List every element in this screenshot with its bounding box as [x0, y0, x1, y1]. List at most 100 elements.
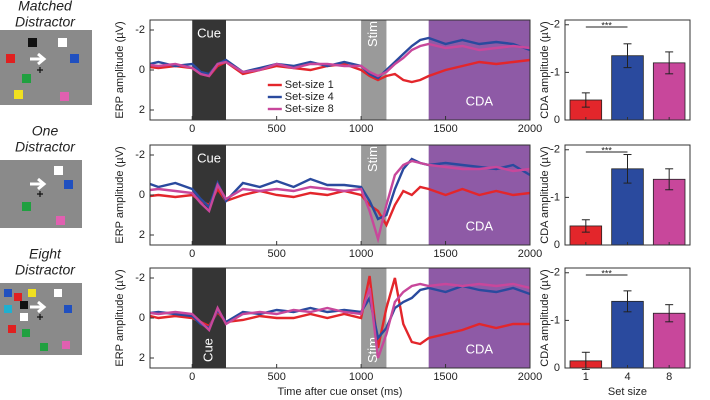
stimulus-square	[28, 38, 37, 47]
stimulus-square	[4, 289, 12, 297]
cue-arrow	[30, 52, 47, 66]
x-tick-label: 500	[267, 371, 285, 383]
region-label: CDA	[466, 218, 494, 233]
y-tick-label: -2	[550, 144, 560, 156]
stimulus-eight	[0, 283, 82, 355]
y-tick-label: 2	[139, 229, 145, 241]
x-tick-label: 1500	[433, 371, 457, 383]
plot-frame	[564, 144, 691, 246]
fixation	[37, 67, 43, 73]
row-label: Distractor	[15, 139, 76, 155]
x-tick-label: 1000	[349, 371, 373, 383]
region-label: Stim	[365, 146, 380, 172]
x-tick-label: 1	[583, 371, 589, 383]
stimulus-square	[22, 202, 31, 211]
region-label: CDA	[466, 93, 494, 108]
erp-line	[150, 284, 530, 341]
stimulus-square	[64, 305, 72, 313]
x-tick-label: 500	[267, 123, 285, 135]
row-label: Distractor	[15, 14, 76, 30]
erp-line	[150, 159, 530, 244]
stimulus-square	[70, 54, 79, 63]
erp-line	[150, 157, 530, 221]
region-label: CDA	[466, 341, 494, 356]
stimulus-square	[4, 305, 12, 313]
region-label: Cue	[197, 25, 221, 40]
y-axis-label: ERP amplitude (µV)	[114, 21, 126, 118]
x-tick-label: 0	[189, 371, 195, 383]
x-tick-label: 2000	[518, 248, 542, 260]
stimulus-matched	[0, 30, 92, 105]
erp-line	[150, 42, 530, 78]
y-tick-label: -1	[550, 314, 560, 326]
stimulus-square	[14, 90, 23, 99]
stimulus-square	[40, 343, 48, 351]
stimulus-square	[62, 341, 70, 349]
region-label: Cue	[201, 338, 216, 362]
row-label: Eight	[29, 246, 62, 262]
y-tick-label: 0	[139, 64, 145, 76]
plot-frame	[564, 267, 691, 369]
cue-arrow	[30, 177, 47, 191]
bar	[611, 300, 644, 369]
x-tick-label: 2000	[518, 123, 542, 135]
y-tick-label: 0	[554, 114, 560, 126]
y-axis-label: CDA amplitude (µV)	[539, 269, 551, 366]
stimulus-square	[20, 301, 28, 309]
stimulus-square	[8, 325, 16, 333]
x-tick-label: 8	[666, 371, 672, 383]
stimulus-square	[22, 329, 30, 337]
erp-line	[150, 36, 530, 80]
x-tick-label: 4	[624, 371, 630, 383]
y-tick-label: 2	[139, 352, 145, 364]
stimulus-square	[6, 54, 15, 63]
legend-label: Set-size 1	[285, 79, 334, 91]
y-tick-label: 0	[554, 239, 560, 251]
y-tick-label: 0	[554, 362, 560, 374]
x-tick-label: 500	[267, 248, 285, 260]
y-tick-label: -1	[550, 66, 560, 78]
significance-label: ***	[601, 268, 612, 278]
y-tick-label: -2	[135, 149, 145, 161]
y-axis-label: ERP amplitude (µV)	[114, 269, 126, 366]
y-tick-label: -2	[135, 272, 145, 284]
row-label: Distractor	[15, 262, 76, 278]
stimulus-square	[54, 289, 62, 297]
stimulus-background	[0, 30, 92, 105]
stimulus-square	[54, 166, 63, 175]
stimulus-square	[22, 74, 31, 83]
x-tick-label: 0	[189, 123, 195, 135]
stimulus-square	[56, 216, 65, 225]
plot-frame	[564, 19, 691, 121]
stimulus-square	[60, 92, 69, 101]
fixation	[37, 314, 43, 320]
stimulus-square	[28, 289, 36, 297]
legend-label: Set-size 4	[285, 91, 334, 103]
bar	[652, 312, 686, 369]
fixation	[37, 191, 43, 197]
row-label: Matched	[18, 0, 73, 14]
y-tick-label: -2	[550, 267, 560, 279]
stimulus-square	[64, 180, 73, 189]
stimulus-square	[14, 293, 22, 301]
x-tick-label: 1000	[349, 248, 373, 260]
y-axis-label: CDA amplitude (µV)	[539, 21, 551, 118]
x-tick-label: 0	[189, 248, 195, 260]
legend-label: Set-size 8	[285, 103, 334, 115]
x-tick-label: 1000	[349, 123, 373, 135]
region-label: Cue	[197, 150, 221, 165]
x-axis-label: Set size	[608, 386, 647, 398]
stimulus-square	[20, 313, 28, 321]
significance-label: ***	[601, 20, 612, 30]
y-tick-label: 0	[139, 312, 145, 324]
region-label: Stim	[365, 21, 380, 47]
y-axis-label: ERP amplitude (µV)	[114, 146, 126, 243]
x-tick-label: 1500	[433, 123, 457, 135]
stimulus-square	[58, 38, 67, 47]
y-tick-label: 2	[139, 104, 145, 116]
cue-arrow	[30, 300, 47, 314]
y-axis-label: CDA amplitude (µV)	[539, 146, 551, 243]
x-tick-label: 2000	[518, 371, 542, 383]
significance-label: ***	[601, 145, 612, 155]
